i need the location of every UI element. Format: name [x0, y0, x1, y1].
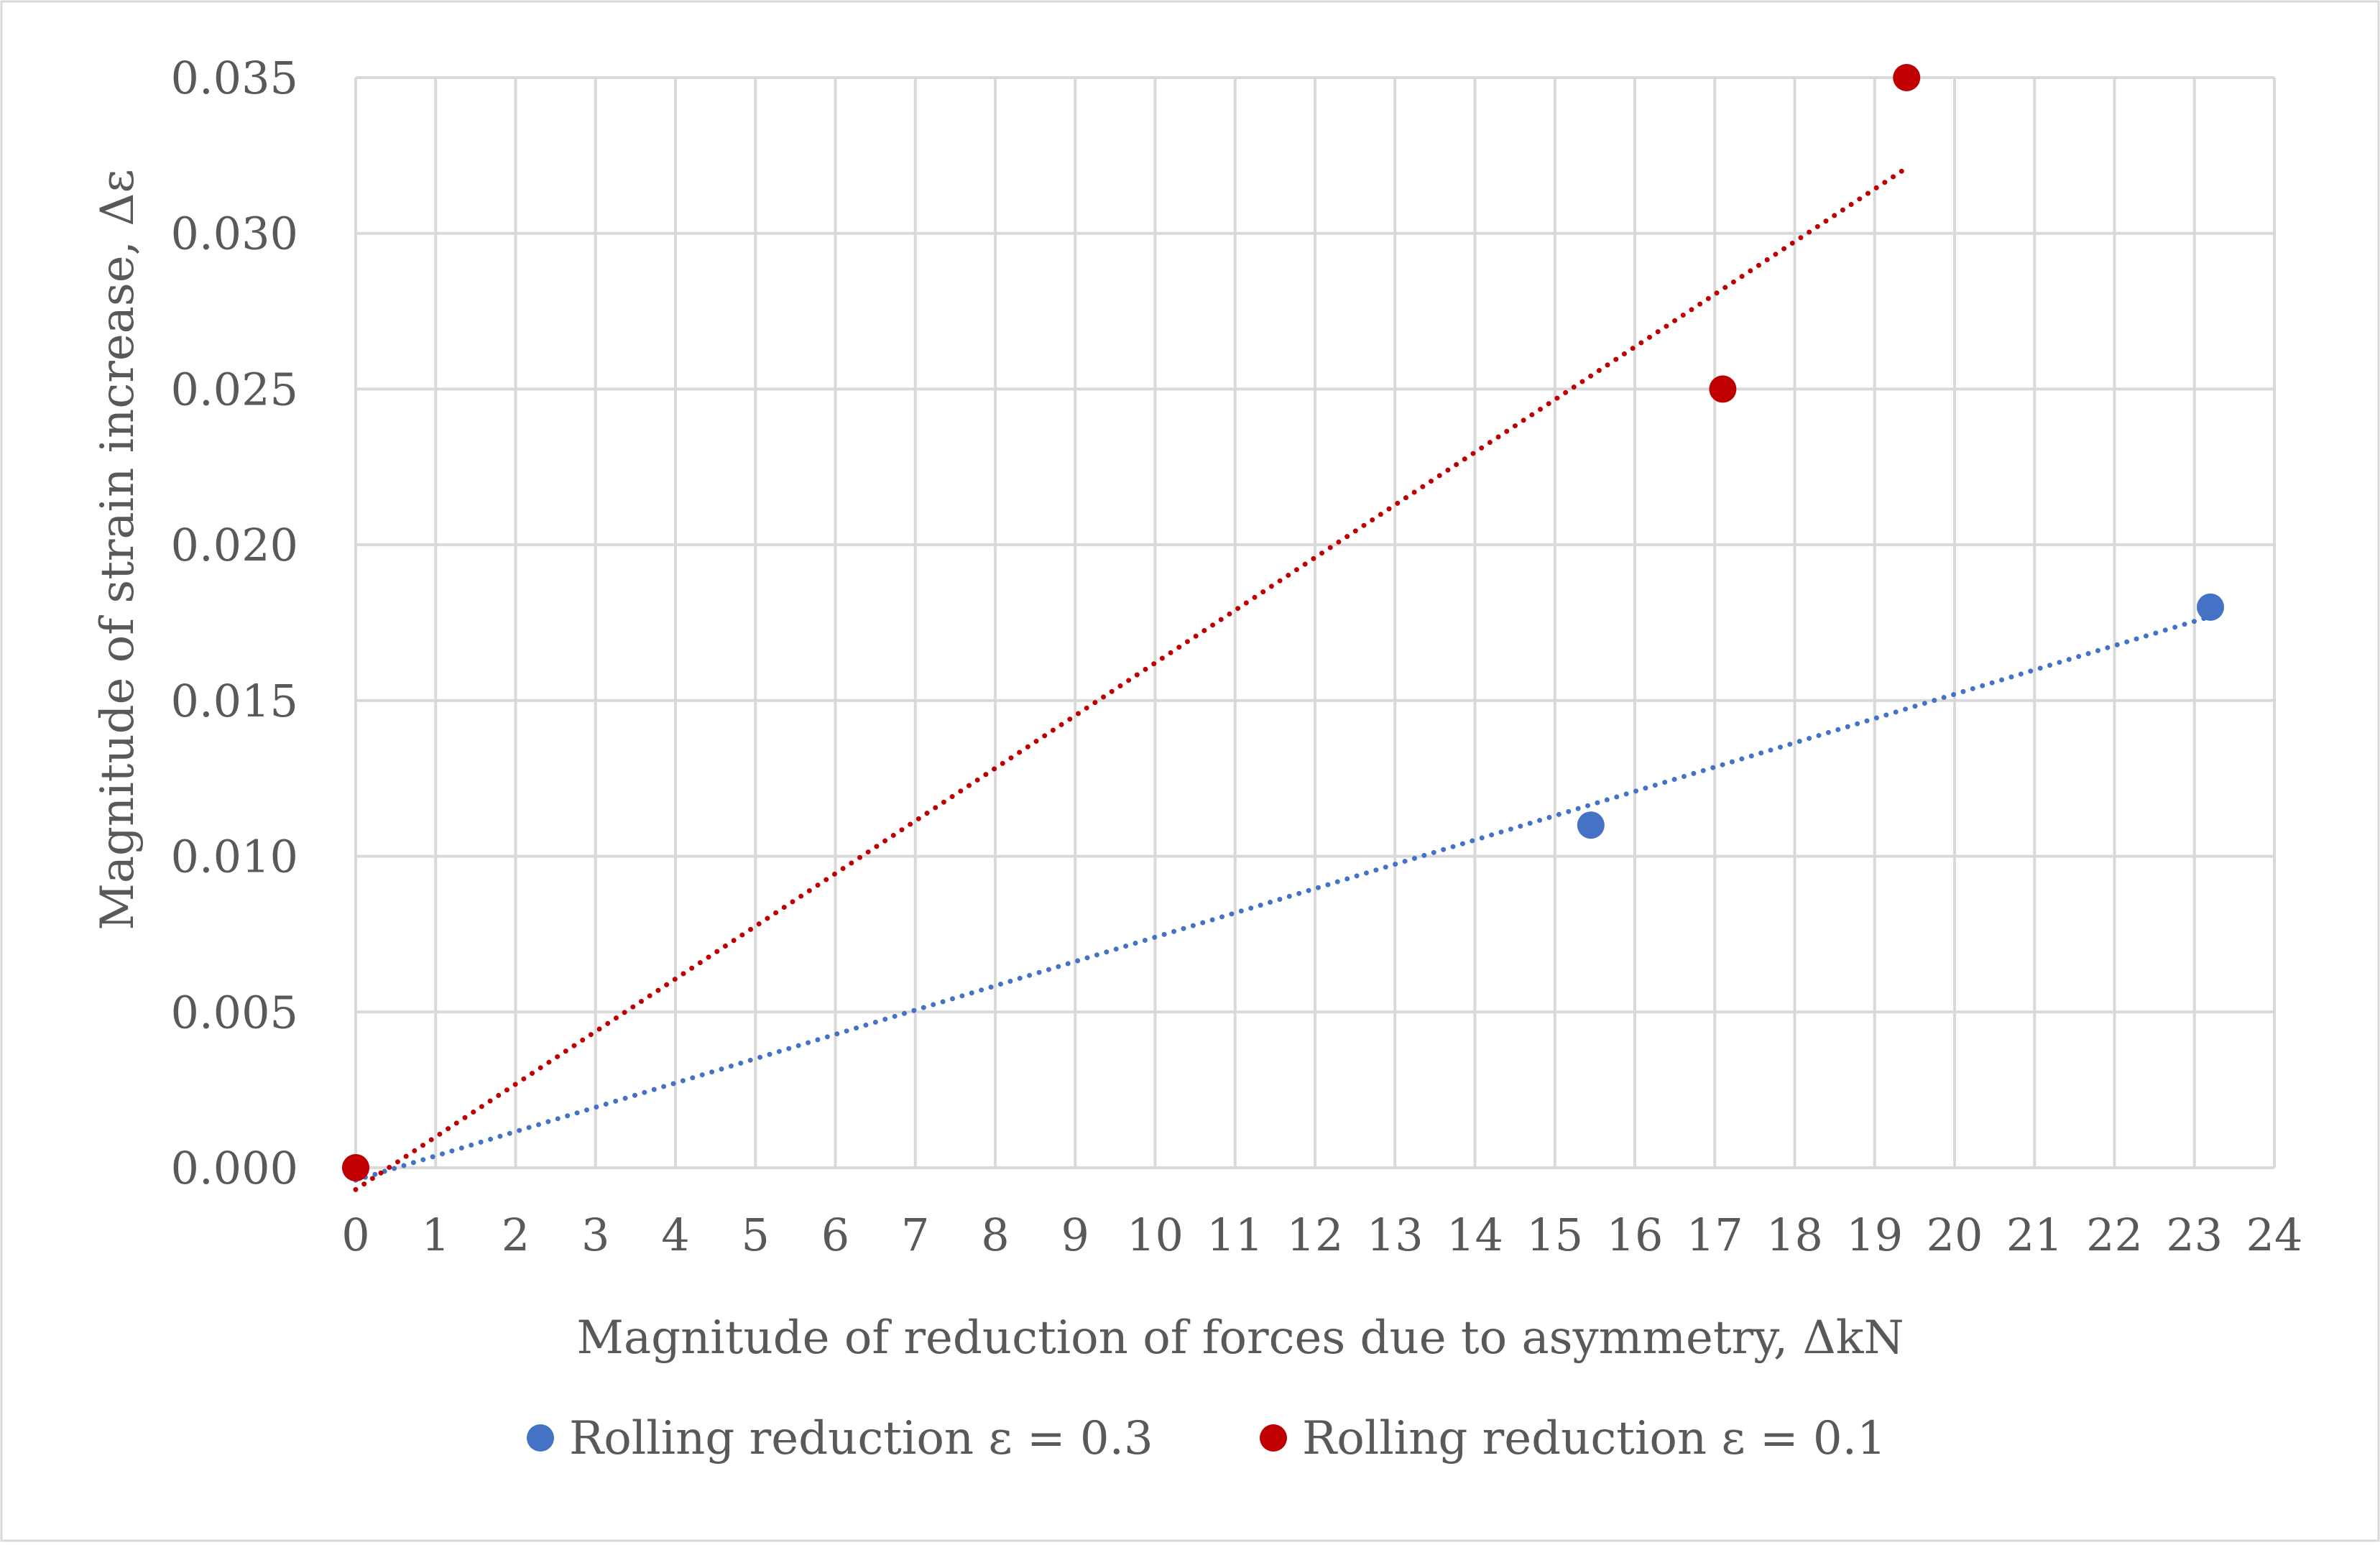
data-point-series-1 — [2197, 593, 2224, 621]
x-tick-label: 23 — [2166, 1209, 2223, 1261]
legend-marker-series-2 — [1260, 1424, 1287, 1452]
y-tick-label: 0.020 — [171, 519, 299, 571]
y-tick-label: 0.025 — [171, 363, 299, 415]
data-point-series-2 — [1893, 64, 1921, 91]
x-tick-label: 17 — [1687, 1209, 1743, 1261]
y-axis-title: Magnitude of strain increase, Δε — [91, 169, 144, 930]
legend-label-series-2: Rolling reduction ε = 0.1 — [1302, 1412, 1886, 1465]
x-tick-label: 11 — [1207, 1209, 1263, 1261]
legend-label-series-1: Rolling reduction ε = 0.3 — [569, 1412, 1153, 1465]
x-tick-label: 16 — [1607, 1209, 1664, 1261]
y-tick-label: 0.005 — [171, 986, 299, 1038]
x-axis-title: Magnitude of reduction of forces due to … — [576, 1311, 1904, 1365]
y-tick-label: 0.030 — [171, 208, 299, 260]
x-tick-label: 6 — [821, 1209, 849, 1261]
trendline-series-1 — [353, 614, 2213, 1183]
x-tick-label: 15 — [1526, 1209, 1583, 1261]
x-tick-label: 8 — [981, 1209, 1009, 1261]
y-tick-label: 0.035 — [171, 52, 299, 104]
x-tick-label: 7 — [901, 1209, 929, 1261]
x-tick-label: 20 — [1927, 1209, 1983, 1261]
x-tick-label: 22 — [2086, 1209, 2143, 1261]
x-tick-label: 14 — [1447, 1209, 1503, 1261]
x-tick-label: 4 — [661, 1209, 689, 1261]
x-tick-label: 3 — [581, 1209, 609, 1261]
x-tick-label: 19 — [1846, 1209, 1903, 1261]
x-tick-label: 1 — [422, 1209, 450, 1261]
y-tick-label: 0.000 — [171, 1142, 299, 1194]
x-tick-label: 12 — [1287, 1209, 1344, 1261]
y-tick-label: 0.015 — [171, 675, 299, 727]
x-tick-label: 0 — [341, 1209, 369, 1261]
x-tick-label: 24 — [2246, 1209, 2303, 1261]
data-point-series-2 — [1709, 375, 1737, 403]
gridlines — [354, 76, 2276, 1169]
x-axis-tick-labels: 0 1 2 3 4 5 6 7 8 9 10 11 12 13 14 15 16 17 18 19 20 21 22 23 24 — [341, 1209, 2302, 1261]
legend: Rolling reduction ε = 0.3 Rolling reduct… — [527, 1412, 1886, 1465]
y-axis-tick-labels: 0.000 0.005 0.010 0.015 0.020 0.025 0.030 0.035 — [171, 52, 299, 1194]
x-tick-label: 2 — [502, 1209, 530, 1261]
x-tick-label: 9 — [1061, 1209, 1089, 1261]
x-tick-label: 13 — [1367, 1209, 1424, 1261]
x-tick-label: 18 — [1766, 1209, 1823, 1261]
y-tick-label: 0.010 — [171, 831, 299, 883]
x-tick-label: 10 — [1127, 1209, 1184, 1261]
x-tick-label: 21 — [2006, 1209, 2063, 1261]
legend-marker-series-1 — [527, 1424, 554, 1452]
data-point-series-2 — [342, 1154, 369, 1181]
x-tick-label: 5 — [742, 1209, 770, 1261]
data-point-series-1 — [1577, 811, 1605, 839]
trendline-series-2 — [353, 165, 1909, 1192]
data-points — [342, 64, 2224, 1181]
trendlines — [353, 165, 2213, 1192]
